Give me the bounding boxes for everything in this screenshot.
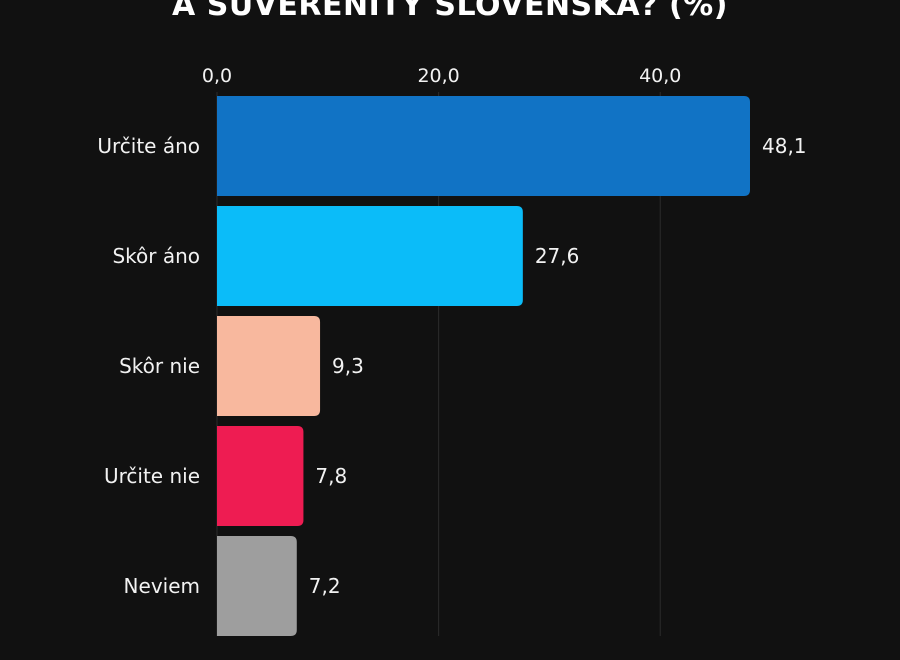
bar (217, 96, 750, 196)
bars (217, 96, 750, 636)
bar (217, 536, 297, 636)
bar (217, 206, 523, 306)
category-labels: Určite áno Skôr áno Skôr nie Určite nie Nevi… (97, 134, 200, 598)
value-label: 48,1 (762, 134, 807, 158)
category-label: Skôr nie (119, 354, 200, 378)
x-tick-label: 20,0 (417, 65, 459, 87)
value-label: 7,2 (309, 574, 341, 598)
x-tick-label: 40,0 (639, 65, 681, 87)
value-label: 9,3 (332, 354, 364, 378)
bar (217, 316, 321, 416)
category-label: Určite áno (97, 134, 200, 158)
x-tick-label: 0,0 (202, 65, 232, 87)
category-label: Skôr áno (112, 244, 200, 268)
x-axis-ticks: 0,0 20,0 40,0 (202, 65, 682, 87)
value-label: 27,6 (535, 244, 580, 268)
category-label: Určite nie (104, 464, 200, 488)
value-label: 7,8 (315, 464, 347, 488)
category-label: Neviem (124, 574, 200, 598)
bar (217, 426, 304, 526)
value-labels: 48,1 27,6 9,3 7,8 7,2 (309, 134, 807, 598)
chart-title: A SUVERENITY SLOVENSKA? (%) (172, 0, 728, 23)
